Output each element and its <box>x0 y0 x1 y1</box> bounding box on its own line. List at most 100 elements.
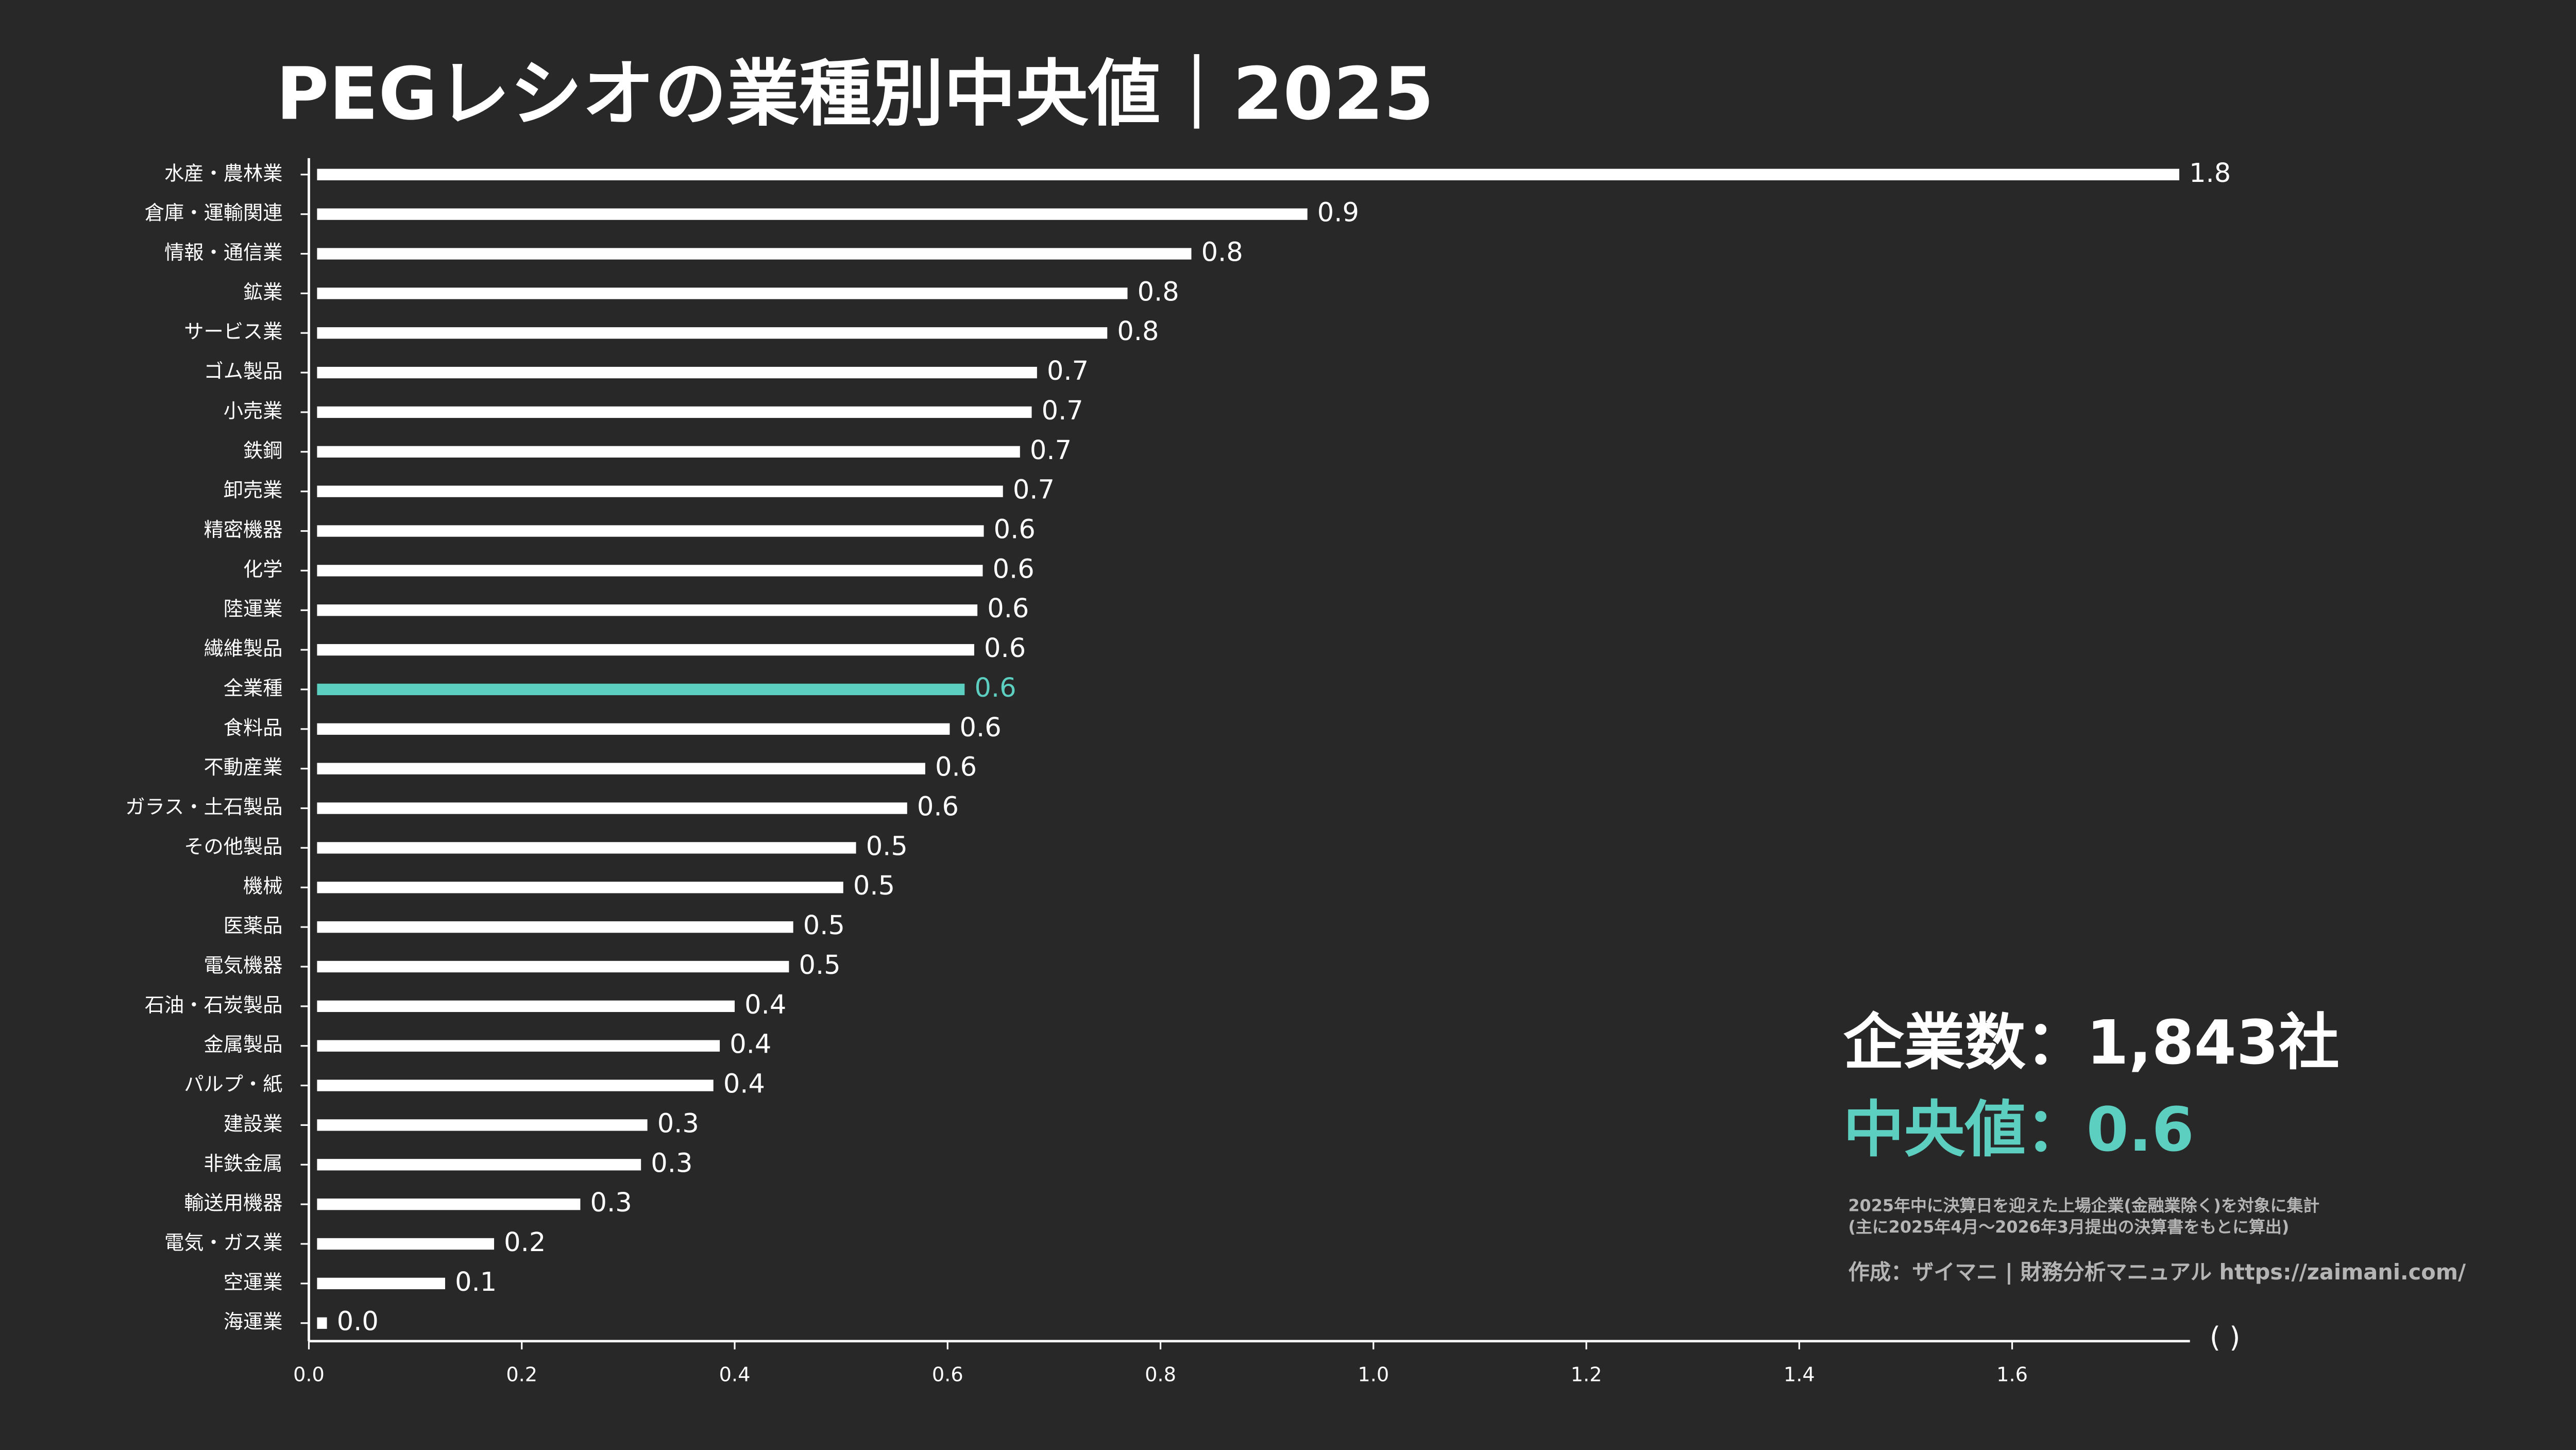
note: (主に2025年4月～2026年3月提出の決算書をもとに算出) <box>1848 1217 2289 1237</box>
y-tick-label: 輸送用機器 <box>184 1192 282 1215</box>
y-tick-label: 繊維製品 <box>204 637 282 661</box>
bar <box>317 288 1128 299</box>
bar <box>317 683 965 696</box>
y-tick-label: 全業種 <box>224 677 283 700</box>
note: 2025年中に決算日を迎えた上場企業(金融業除く)を対象に集計 <box>1848 1195 2319 1215</box>
value-label: 0.2 <box>504 1227 546 1258</box>
y-tick-label: 食料品 <box>224 716 283 739</box>
y-tick-label: 陸運業 <box>224 598 283 621</box>
x-axis-label: ( ) <box>2210 1321 2241 1354</box>
y-tick-label: 機械 <box>243 875 283 898</box>
value-label: 0.4 <box>744 990 786 1020</box>
x-tick-label: 1.2 <box>1571 1363 1602 1386</box>
bar <box>317 565 983 577</box>
y-tick-label: 精密機器 <box>204 518 282 542</box>
value-label: 0.4 <box>730 1030 771 1060</box>
company-count: 企業数：1,843社 <box>1843 1007 2340 1078</box>
y-tick-label: その他製品 <box>184 835 282 858</box>
chart-title: PEGレシオの業種別中央値｜2025 <box>276 53 1434 137</box>
bar <box>317 208 1308 220</box>
value-label: 0.6 <box>994 515 1036 545</box>
value-label: 0.5 <box>799 950 841 981</box>
bar <box>317 1159 641 1171</box>
value-label: 0.5 <box>803 911 845 941</box>
y-tick-label: 海運業 <box>224 1310 283 1334</box>
y-tick-label: 石油・石炭製品 <box>145 993 283 1017</box>
x-tick-label: 1.4 <box>1784 1363 1815 1386</box>
y-tick-label: 化学 <box>243 558 283 581</box>
bar <box>317 525 984 537</box>
value-label: 0.4 <box>723 1069 765 1100</box>
y-tick-label: ゴム製品 <box>204 360 282 383</box>
bar <box>317 1198 581 1210</box>
y-tick-label: 情報・通信業 <box>164 241 282 264</box>
bar <box>317 842 856 854</box>
bar <box>317 644 974 656</box>
value-label: 0.7 <box>1042 396 1083 426</box>
bar <box>317 485 1003 497</box>
value-label: 0.9 <box>1317 198 1359 228</box>
y-tick-label: 鉱業 <box>243 281 283 304</box>
value-label: 0.7 <box>1047 356 1089 386</box>
bar <box>317 1277 445 1290</box>
y-tick-label: サービス業 <box>184 321 282 344</box>
value-label: 0.7 <box>1013 475 1055 505</box>
bar <box>317 604 978 616</box>
bar <box>317 406 1032 418</box>
y-tick-label: 卸売業 <box>224 479 283 502</box>
value-label: 0.8 <box>1201 237 1243 267</box>
bar <box>317 1000 735 1012</box>
bar <box>317 1040 720 1052</box>
bar <box>317 960 789 973</box>
bar <box>317 168 2179 180</box>
value-label: 0.3 <box>651 1148 692 1178</box>
bar <box>317 1238 495 1250</box>
x-tick-label: 0.4 <box>719 1363 751 1386</box>
value-label: 0.3 <box>657 1108 699 1139</box>
bar <box>317 921 793 933</box>
x-tick-label: 0.2 <box>506 1363 537 1386</box>
y-tick-label: 倉庫・運輸関連 <box>145 201 283 225</box>
value-label: 0.1 <box>455 1267 497 1297</box>
bar <box>317 1317 327 1329</box>
value-label: 0.5 <box>853 871 895 901</box>
x-tick-label: 1.0 <box>1358 1363 1389 1386</box>
y-tick-label: 非鉄金属 <box>204 1152 282 1175</box>
bar <box>317 446 1020 458</box>
value-label: 0.6 <box>960 713 1002 743</box>
value-label: 1.8 <box>2189 158 2231 189</box>
y-tick-label: 小売業 <box>224 399 283 423</box>
y-tick-label: 金属製品 <box>204 1033 282 1056</box>
y-tick-label: 電気・ガス業 <box>164 1231 282 1254</box>
bar <box>317 763 925 774</box>
value-label: 0.6 <box>993 554 1035 584</box>
median-text: 中央値：0.6 <box>1843 1094 2194 1165</box>
y-tick-label: 建設業 <box>224 1112 283 1136</box>
bar <box>317 802 907 814</box>
bar <box>317 1080 714 1091</box>
bar <box>317 723 950 735</box>
y-tick-label: 不動産業 <box>204 756 282 779</box>
bar <box>317 248 1192 260</box>
y-tick-label: 鉄鋼 <box>243 439 283 462</box>
bar <box>317 327 1108 339</box>
bar <box>317 882 843 893</box>
value-label: 0.0 <box>337 1307 379 1337</box>
y-tick-label: 医薬品 <box>224 915 283 938</box>
bar <box>317 1119 648 1131</box>
bar <box>317 366 1037 379</box>
value-label: 0.8 <box>1138 277 1179 307</box>
value-label: 0.6 <box>984 633 1026 664</box>
value-label: 0.6 <box>987 594 1029 624</box>
value-label: 0.3 <box>590 1188 632 1218</box>
x-tick-label: 1.6 <box>1996 1363 2028 1386</box>
value-label: 0.6 <box>917 792 959 822</box>
y-tick-label: 電気機器 <box>204 954 282 977</box>
y-tick-label: 水産・農林業 <box>164 162 282 185</box>
x-tick-label: 0.8 <box>1145 1363 1176 1386</box>
value-label: 0.5 <box>866 831 908 862</box>
credit: 作成：ザイマニ | 財務分析マニュアル https://zaimani.com/ <box>1848 1260 2466 1285</box>
value-label: 0.8 <box>1117 316 1159 347</box>
